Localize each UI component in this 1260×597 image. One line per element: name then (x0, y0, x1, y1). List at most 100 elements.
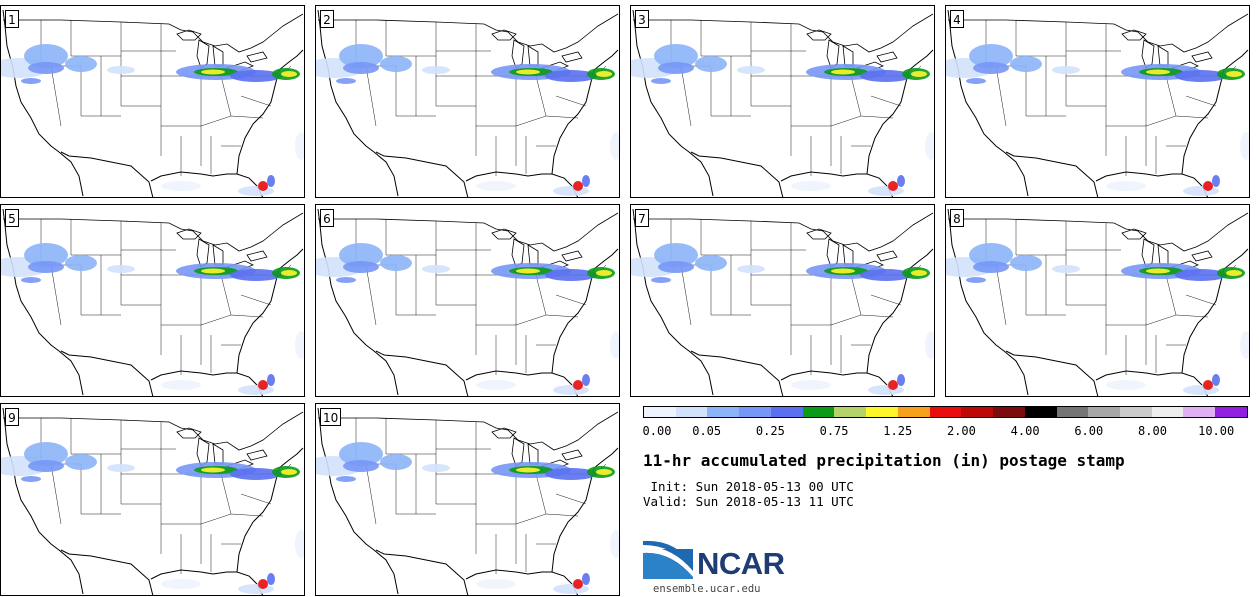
precip-area (582, 175, 590, 187)
precip-area (888, 380, 898, 390)
precip-area (897, 374, 905, 386)
precip-area (28, 460, 64, 472)
map-panel[interactable]: 4 (945, 5, 1250, 198)
precip-area (24, 44, 68, 68)
precip-area (582, 374, 590, 386)
precip-area (1052, 265, 1080, 273)
precip-area (545, 70, 597, 82)
precip-area (860, 70, 912, 82)
ensemble-url[interactable]: ensemble.ucar.edu (653, 583, 761, 595)
precip-area (925, 132, 934, 160)
colorbar-tick-label: 10.00 (1198, 424, 1235, 438)
precip-area (1226, 71, 1242, 77)
precip-area (911, 71, 927, 77)
precip-area (1052, 66, 1080, 74)
precip-area (897, 175, 905, 187)
map-panel[interactable]: 6 (315, 204, 620, 397)
precip-area (21, 476, 41, 482)
colorbar-swatch (1056, 407, 1089, 417)
precip-area (281, 270, 297, 276)
precip-area (343, 261, 379, 273)
panel-number: 5 (5, 209, 19, 227)
precip-area (380, 56, 412, 72)
precip-area (553, 186, 589, 196)
panel-number: 9 (5, 408, 19, 426)
precip-area (201, 268, 225, 274)
precip-area (238, 584, 274, 594)
panel-number: 6 (320, 209, 334, 227)
precip-area (969, 243, 1013, 267)
panel-number: 10 (320, 408, 342, 426)
colorbar-swatch (1120, 407, 1152, 417)
precip-area (339, 44, 383, 68)
precip-area (553, 385, 589, 395)
precip-area (65, 255, 97, 271)
map-panel[interactable]: 7 (630, 204, 935, 397)
precip-area (658, 62, 694, 74)
precip-area (476, 579, 516, 589)
precip-area (596, 270, 612, 276)
map-panel[interactable]: 5 (0, 204, 305, 397)
precip-area (888, 181, 898, 191)
precip-area (238, 385, 274, 395)
colorbar-tick-label: 6.00 (1074, 424, 1104, 438)
panel-number: 2 (320, 10, 334, 28)
precip-area (1183, 385, 1219, 395)
precip-area (230, 269, 282, 281)
precip-area (336, 277, 356, 283)
precip-area (610, 331, 619, 359)
colorbar-swatch (739, 407, 771, 417)
panel-number: 7 (635, 209, 649, 227)
precip-area (107, 464, 135, 472)
precip-area (610, 132, 619, 160)
precip-area (868, 385, 904, 395)
precip-area (973, 261, 1009, 273)
colorbar-swatch (1024, 407, 1057, 417)
precip-area (258, 181, 268, 191)
ncar-logo-icon (643, 540, 693, 579)
panel-number: 4 (950, 10, 964, 28)
precip-area (695, 255, 727, 271)
precip-area (658, 261, 694, 273)
precip-area (596, 71, 612, 77)
precip-area (380, 255, 412, 271)
precip-area (516, 467, 540, 473)
colorbar-tick-label: 2.00 (946, 424, 976, 438)
precip-area (582, 573, 590, 585)
precip-area (1146, 268, 1170, 274)
precip-area (28, 261, 64, 273)
panel-number: 3 (635, 10, 649, 28)
colorbar-swatch (644, 407, 676, 417)
colorbar-swatch (770, 407, 803, 417)
precip-area (336, 476, 356, 482)
precip-area (201, 467, 225, 473)
map-panel[interactable]: 3 (630, 5, 935, 198)
colorbar-tick-label: 0.05 (692, 424, 722, 438)
precip-area (1240, 331, 1249, 359)
precip-area (258, 579, 268, 589)
precip-area (553, 584, 589, 594)
precip-area (966, 78, 986, 84)
precip-area (230, 468, 282, 480)
precip-area (65, 454, 97, 470)
precip-area (969, 44, 1013, 68)
map-panel[interactable]: 9 (0, 403, 305, 596)
colorbar-swatch (707, 407, 740, 417)
precip-area (24, 442, 68, 466)
precip-area (24, 243, 68, 267)
map-panel[interactable]: 8 (945, 204, 1250, 397)
precip-area (573, 579, 583, 589)
precip-area (860, 269, 912, 281)
precip-area (21, 78, 41, 84)
precip-area (107, 66, 135, 74)
precip-area (1203, 181, 1213, 191)
map-panel[interactable]: 10 (315, 403, 620, 596)
map-panel[interactable]: 1 (0, 5, 305, 198)
precip-area (161, 181, 201, 191)
precip-area (1010, 255, 1042, 271)
colorbar-tick-label: 0.25 (755, 424, 785, 438)
map-panel[interactable]: 2 (315, 5, 620, 198)
colorbar-swatch (1151, 407, 1184, 417)
precip-area (1146, 69, 1170, 75)
precip-area (161, 380, 201, 390)
